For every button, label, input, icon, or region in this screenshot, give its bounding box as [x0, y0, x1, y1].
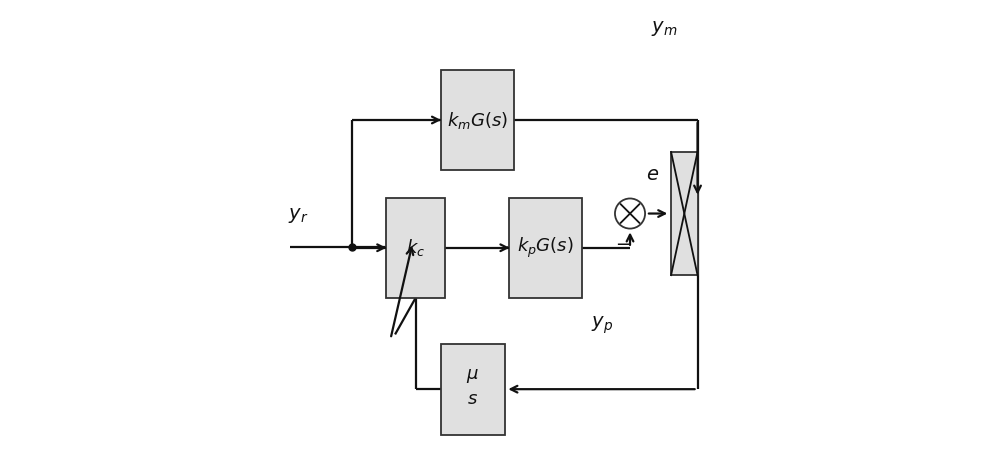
Bar: [441, 343, 505, 435]
Text: $y_m$: $y_m$: [651, 19, 677, 38]
Text: $k_c$: $k_c$: [406, 237, 425, 258]
Text: $y_r$: $y_r$: [288, 206, 308, 225]
Text: $y_p$: $y_p$: [591, 314, 613, 336]
Text: $k_p G(s)$: $k_p G(s)$: [517, 235, 574, 260]
Text: $-$: $-$: [615, 235, 630, 252]
Bar: [509, 197, 582, 298]
Text: $e$: $e$: [646, 166, 659, 184]
Text: $s$: $s$: [467, 392, 478, 408]
Text: $k_m G(s)$: $k_m G(s)$: [447, 110, 508, 130]
Bar: [441, 70, 514, 170]
Text: $\mu$: $\mu$: [466, 367, 479, 385]
Bar: [671, 152, 698, 275]
Bar: [386, 197, 445, 298]
Circle shape: [615, 198, 645, 229]
